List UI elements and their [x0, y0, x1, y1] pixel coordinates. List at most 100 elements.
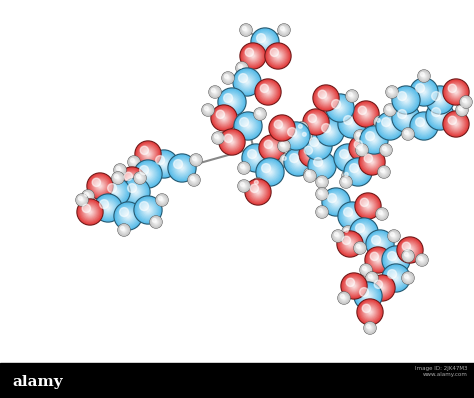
Circle shape: [244, 47, 262, 64]
Circle shape: [389, 271, 403, 285]
Circle shape: [315, 121, 317, 123]
Circle shape: [305, 111, 327, 133]
Circle shape: [317, 189, 327, 199]
Circle shape: [235, 70, 259, 94]
Circle shape: [346, 278, 355, 287]
Circle shape: [218, 111, 230, 125]
Circle shape: [356, 244, 364, 252]
Circle shape: [403, 244, 417, 256]
Circle shape: [140, 202, 148, 211]
Circle shape: [219, 113, 229, 123]
Circle shape: [367, 295, 369, 297]
Circle shape: [338, 292, 350, 304]
Circle shape: [85, 193, 91, 199]
Circle shape: [334, 102, 346, 114]
Circle shape: [392, 256, 401, 265]
Circle shape: [80, 202, 100, 222]
Circle shape: [341, 113, 363, 135]
Circle shape: [384, 248, 408, 272]
Circle shape: [395, 277, 397, 279]
Circle shape: [399, 239, 421, 261]
Circle shape: [383, 148, 389, 152]
Circle shape: [151, 151, 177, 177]
Circle shape: [327, 95, 353, 121]
Circle shape: [360, 264, 372, 276]
Circle shape: [355, 283, 381, 309]
Circle shape: [343, 227, 353, 237]
Circle shape: [458, 106, 466, 114]
Circle shape: [258, 112, 262, 116]
Circle shape: [239, 164, 248, 172]
Circle shape: [238, 74, 247, 82]
Circle shape: [390, 232, 399, 240]
Circle shape: [202, 104, 214, 116]
Circle shape: [366, 324, 370, 328]
Circle shape: [255, 33, 274, 51]
Circle shape: [363, 266, 366, 270]
Circle shape: [393, 105, 419, 131]
Circle shape: [365, 324, 374, 332]
Circle shape: [337, 231, 363, 257]
Circle shape: [342, 274, 366, 298]
Circle shape: [421, 259, 422, 261]
Circle shape: [404, 131, 411, 137]
Circle shape: [377, 119, 383, 125]
Circle shape: [370, 276, 394, 300]
Circle shape: [404, 252, 411, 259]
Circle shape: [240, 183, 247, 189]
Circle shape: [355, 131, 365, 141]
Circle shape: [319, 92, 332, 105]
Circle shape: [391, 232, 394, 236]
Circle shape: [352, 220, 376, 244]
Circle shape: [298, 124, 306, 132]
Circle shape: [98, 197, 118, 219]
Circle shape: [257, 183, 258, 185]
Circle shape: [368, 158, 376, 166]
Circle shape: [112, 172, 124, 183]
Circle shape: [317, 89, 335, 107]
Circle shape: [247, 150, 256, 158]
Circle shape: [398, 110, 414, 126]
Circle shape: [189, 175, 199, 185]
Circle shape: [338, 293, 349, 304]
Circle shape: [89, 175, 111, 197]
Circle shape: [101, 201, 115, 215]
Circle shape: [361, 127, 387, 153]
Circle shape: [225, 74, 231, 82]
Circle shape: [448, 84, 464, 100]
Circle shape: [310, 138, 326, 154]
Circle shape: [273, 119, 291, 137]
Circle shape: [386, 86, 398, 98]
Circle shape: [242, 45, 264, 67]
Circle shape: [255, 31, 275, 53]
Circle shape: [225, 95, 239, 109]
Circle shape: [350, 136, 374, 160]
Circle shape: [319, 120, 342, 144]
Circle shape: [374, 116, 386, 128]
Circle shape: [125, 213, 131, 220]
Circle shape: [392, 234, 396, 238]
Circle shape: [365, 306, 375, 318]
Circle shape: [323, 189, 349, 215]
Circle shape: [324, 190, 347, 214]
Circle shape: [306, 170, 315, 178]
Circle shape: [131, 159, 137, 165]
Circle shape: [245, 29, 247, 31]
Circle shape: [344, 276, 364, 296]
Circle shape: [315, 142, 321, 150]
Circle shape: [370, 160, 374, 164]
Circle shape: [446, 114, 466, 134]
Circle shape: [342, 226, 354, 238]
Circle shape: [332, 230, 344, 242]
Circle shape: [121, 209, 135, 223]
Circle shape: [357, 285, 379, 306]
Circle shape: [257, 81, 279, 103]
Circle shape: [252, 178, 264, 190]
Circle shape: [332, 199, 339, 205]
Circle shape: [381, 144, 392, 156]
Circle shape: [283, 123, 309, 149]
Circle shape: [221, 131, 243, 153]
Circle shape: [362, 128, 386, 152]
Circle shape: [128, 176, 137, 184]
Circle shape: [405, 99, 407, 101]
